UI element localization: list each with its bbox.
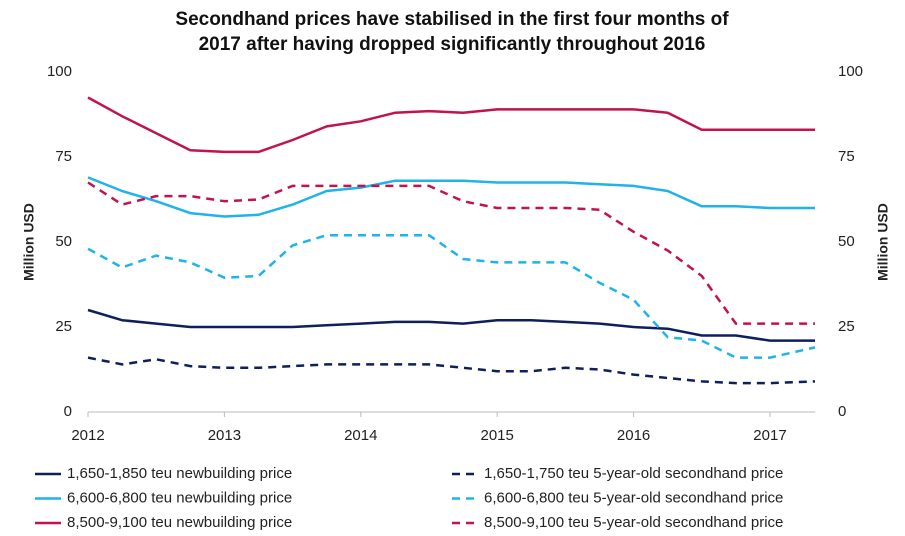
y2-tick-label: 75: [838, 148, 855, 165]
x-tick-label: 2013: [208, 427, 241, 444]
series-line: [87, 96, 815, 154]
chart-title: 2017 after having dropped significantly …: [199, 34, 706, 55]
y2-axis-label: Million USD: [875, 203, 891, 281]
y-tick-label: 50: [55, 233, 72, 250]
x-tick-label: 2017: [753, 427, 786, 444]
legend-label: 6,600-6,800 teu 5-year-old secondhand pr…: [484, 489, 783, 506]
y-axis-label: Million USD: [21, 203, 37, 281]
x-tick-label: 2016: [617, 427, 650, 444]
legend-label: 1,650-1,750 teu 5-year-old secondhand pr…: [484, 465, 783, 482]
series-line: [87, 176, 815, 218]
y2-tick-label: 100: [838, 63, 863, 80]
x-tick-label: 2015: [481, 427, 514, 444]
chart-title: Secondhand prices have stabilised in the…: [175, 9, 729, 30]
legend-label: 1,650-1,850 teu newbuilding price: [67, 465, 292, 482]
legend-label: 8,500-9,100 teu newbuilding price: [67, 514, 292, 531]
y2-tick-label: 50: [838, 233, 855, 250]
series-line: [87, 308, 815, 342]
y2-tick-label: 0: [838, 403, 846, 420]
series-line: [87, 356, 816, 385]
y2-tick-label: 25: [838, 318, 855, 335]
x-tick-label: 2012: [71, 427, 104, 444]
series-line: [87, 233, 816, 359]
x-tick-label: 2014: [344, 427, 377, 444]
legend-label: 8,500-9,100 teu 5-year-old secondhand pr…: [484, 514, 783, 531]
y-tick-label: 25: [55, 318, 72, 335]
y-tick-label: 100: [47, 63, 72, 80]
y-tick-label: 75: [55, 148, 72, 165]
series-line: [87, 181, 815, 325]
y-tick-label: 0: [64, 403, 72, 420]
legend-label: 6,600-6,800 teu newbuilding price: [67, 489, 292, 506]
